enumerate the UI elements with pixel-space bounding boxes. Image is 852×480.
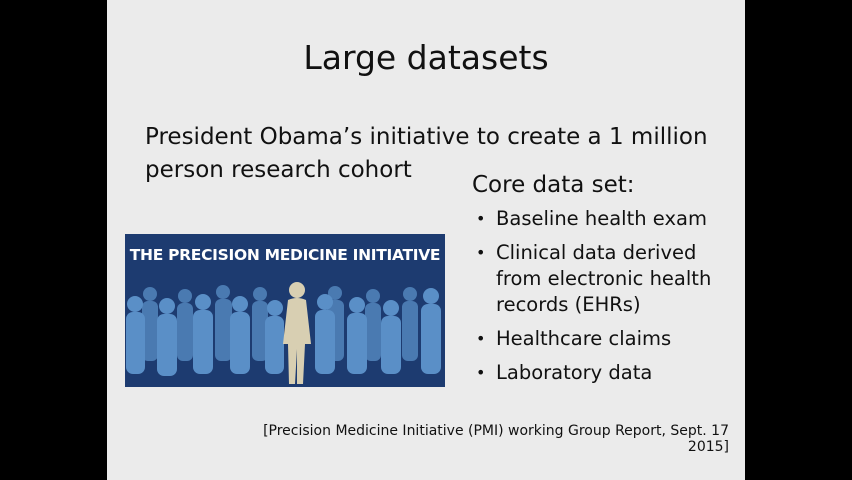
precision-medicine-banner: THE PRECISION MEDICINE INITIATIVE xyxy=(125,234,445,387)
crowd-illustration xyxy=(126,282,441,384)
bullet-icon: • xyxy=(476,329,486,348)
bullet-icon: • xyxy=(476,209,486,228)
core-data-list: • Baseline health exam • Clinical data der… xyxy=(472,206,737,394)
bullet-icon: • xyxy=(476,243,486,262)
list-item-text: Baseline health exam xyxy=(496,207,707,230)
intro-text: President Obama’s initiative to create a… xyxy=(145,124,708,183)
list-item-text: Clinical data derived from electronic he… xyxy=(496,241,712,316)
slide-title: Large datasets xyxy=(303,38,549,77)
list-item: • Healthcare claims xyxy=(472,326,737,352)
list-item: • Clinical data derived from electronic h… xyxy=(472,240,737,318)
citation: [Precision Medicine Initiative (PMI) wor… xyxy=(263,423,729,455)
slide: Large datasets President Obama’s initiat… xyxy=(107,0,745,480)
list-item-text: Laboratory data xyxy=(496,361,653,384)
people-silhouettes xyxy=(126,285,441,376)
featured-person xyxy=(283,282,311,384)
list-item: • Laboratory data xyxy=(472,360,737,386)
list-item: • Baseline health exam xyxy=(472,206,737,232)
banner-title: THE PRECISION MEDICINE INITIATIVE xyxy=(129,246,441,264)
list-item-text: Healthcare claims xyxy=(496,327,672,350)
core-data-heading: Core data set: xyxy=(472,172,635,198)
bullet-icon: • xyxy=(476,363,486,382)
